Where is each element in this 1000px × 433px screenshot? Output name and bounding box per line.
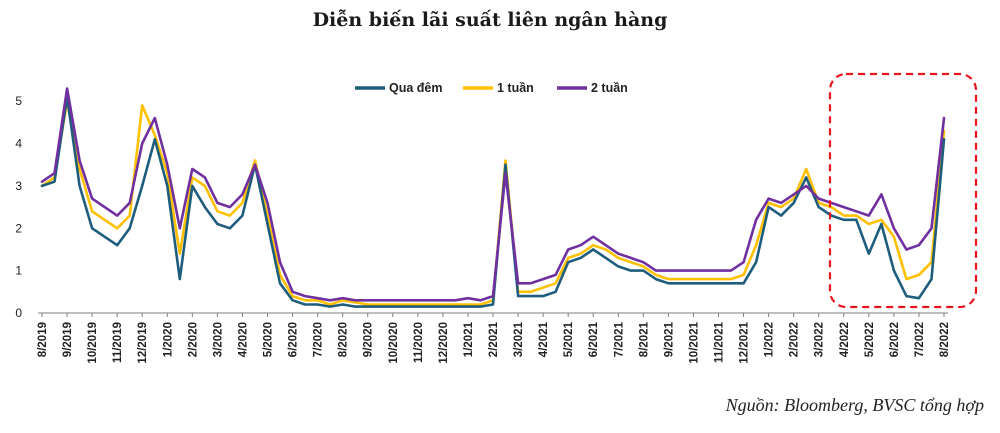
x-tick-label: 1/2021	[463, 321, 475, 357]
x-tick-label: 8/2022	[939, 322, 951, 357]
chart-title: Diễn biến lãi suất liên ngân hàng	[313, 9, 668, 31]
series-line-1-tuan	[40, 99, 946, 306]
x-tick-label: 11/2021	[714, 321, 726, 363]
x-tick-label: 11/2019	[112, 322, 124, 363]
x-tick-label: 12/2020	[438, 322, 450, 364]
x-tick-label: 8/2020	[338, 322, 350, 357]
y-tick-label: 2	[15, 221, 22, 235]
x-tick-label: 2/2020	[187, 322, 199, 357]
x-tick-label: 9/2021	[663, 321, 675, 357]
x-tick-label: 6/2021	[588, 321, 600, 357]
x-tick-label: 2/2022	[789, 322, 801, 357]
x-tick-label: 7/2022	[914, 322, 926, 357]
x-tick-label: 9/2019	[62, 322, 74, 357]
x-tick-label: 12/2019	[137, 322, 149, 364]
x-tick-label: 10/2021	[688, 321, 700, 363]
source-note: Nguồn: Bloomberg, BVSC tổng hợp	[725, 395, 984, 415]
x-tick-label: 8/2019	[37, 322, 49, 357]
legend: Qua đêm 1 tuần 2 tuần	[355, 81, 628, 95]
y-tick-label: 1	[15, 264, 22, 278]
x-tick-label: 6/2020	[288, 322, 300, 357]
x-tick-label: 4/2022	[839, 322, 851, 357]
x-tick-label: 5/2021	[563, 321, 575, 357]
x-tick-label: 4/2021	[538, 321, 550, 357]
x-tick-label: 2/2021	[488, 321, 500, 357]
x-tick-label: 7/2020	[313, 322, 325, 357]
x-tick-label: 1/2020	[162, 322, 174, 357]
y-tick-label: 4	[15, 137, 22, 151]
x-tick-label: 10/2019	[87, 322, 99, 364]
x-tick-label: 1/2022	[764, 322, 776, 357]
x-tick-label: 5/2020	[263, 322, 275, 357]
legend-label: 2 tuần	[591, 81, 628, 95]
legend-label: 1 tuần	[497, 81, 534, 95]
x-tick-label: 12/2021	[739, 321, 751, 363]
axes: 0 1 2 3 4 5 8/2019 9/2019 10/2019 11/2019 12/2019 1…	[15, 94, 951, 363]
series-line-qua-dem	[40, 95, 946, 308]
series-line-2-tuan	[40, 87, 946, 302]
x-tick-label: 8/2021	[638, 321, 650, 357]
legend-label: Qua đêm	[389, 81, 443, 95]
x-tick-label: 3/2022	[814, 322, 826, 357]
x-tick-label: 3/2021	[513, 321, 525, 357]
x-tick-label: 4/2020	[237, 322, 249, 357]
x-tick-label: 10/2020	[388, 322, 400, 364]
y-tick-label: 5	[15, 94, 22, 108]
x-tick-label: 6/2022	[889, 322, 901, 357]
highlight-box	[828, 72, 978, 309]
series-lines	[40, 87, 946, 308]
x-tick-label: 7/2021	[613, 321, 625, 357]
x-tick-label: 3/2020	[212, 322, 224, 357]
x-tick-label: 5/2022	[864, 322, 876, 357]
x-tick-label: 11/2020	[413, 322, 425, 363]
y-tick-label: 3	[15, 179, 22, 193]
x-tick-label: 9/2020	[363, 322, 375, 357]
y-tick-label: 0	[15, 306, 22, 320]
